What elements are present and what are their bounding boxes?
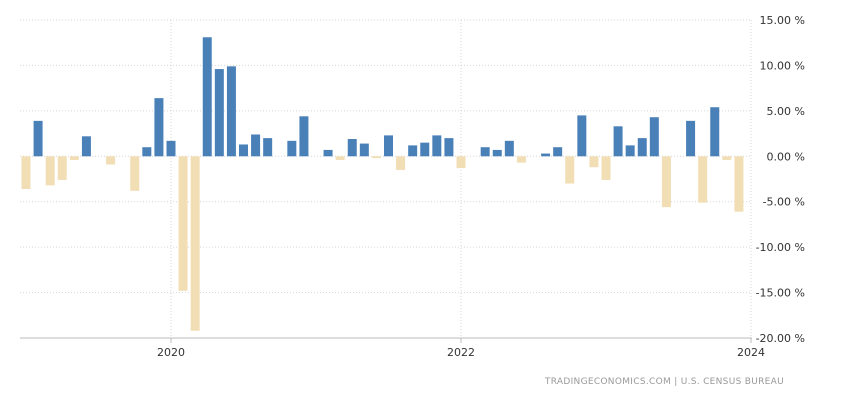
bar-2021-06 (371, 156, 381, 159)
bar-2020-03 (190, 156, 200, 331)
y-tick-label: 10.00 % (760, 59, 805, 72)
bar-2021-08 (396, 156, 406, 170)
bar-2020-08 (251, 134, 261, 157)
source-credit: TRADINGECONOMICS.COM | U.S. CENSUS BUREA… (544, 377, 784, 387)
bar-2021-04 (347, 139, 357, 157)
bar-2023-12 (734, 156, 744, 212)
bar-2020-05 (214, 69, 224, 157)
bar-2019-01 (21, 156, 31, 189)
x-tick-label: 2022 (447, 346, 475, 359)
bar-2023-09 (698, 156, 708, 203)
y-tick-label: -5.00 % (763, 196, 805, 209)
x-tick-label: 2024 (737, 346, 765, 359)
bar-2022-12 (589, 156, 599, 168)
y-axis: 15.00 % 10.00 % 5.00 % 0.00 % -5.00 % -10.00 … (756, 14, 805, 345)
bar-2023-05 (649, 117, 659, 157)
bar-2022-09 (553, 147, 563, 157)
bar-2021-10 (420, 142, 430, 157)
bar-2020-06 (226, 66, 236, 157)
y-tick-label: 15.00 % (760, 14, 805, 27)
bar-2019-11 (142, 147, 152, 157)
y-tick-label: -20.00 % (756, 332, 805, 345)
bar-2020-01 (166, 140, 176, 157)
bar-2021-02 (323, 149, 333, 157)
bar-2023-02 (613, 126, 623, 157)
bar-2023-06 (661, 156, 671, 208)
bar-2023-04 (637, 138, 647, 157)
bar-2019-10 (130, 156, 140, 191)
bar-2022-08 (541, 153, 551, 157)
bar-2020-04 (202, 37, 212, 157)
bar-2022-06 (516, 156, 526, 163)
y-tick-label: 0.00 % (767, 150, 805, 163)
bar-2019-05 (69, 156, 79, 160)
y-tick-label: -15.00 % (756, 287, 805, 300)
bar-2020-09 (263, 138, 273, 157)
bar-2019-04 (57, 156, 67, 180)
bar-2019-06 (81, 136, 91, 157)
bar-2019-12 (154, 98, 164, 157)
y-tick-label: -10.00 % (756, 241, 805, 254)
bar-2023-08 (686, 120, 696, 157)
bar-2019-02 (33, 120, 43, 157)
bar-2020-02 (178, 156, 188, 291)
y-tick-label: 5.00 % (767, 105, 805, 118)
bar-2022-05 (504, 140, 514, 157)
bar-2021-09 (408, 145, 418, 157)
bar-2023-11 (722, 156, 732, 160)
bar-2022-10 (565, 156, 575, 184)
bar-2022-11 (577, 115, 587, 157)
bar-2021-12 (444, 138, 454, 157)
bar-2022-01 (456, 156, 466, 169)
bar-2022-03 (480, 147, 490, 157)
bar-2020-12 (299, 116, 309, 157)
bar-2021-07 (384, 135, 393, 157)
bar-2021-03 (335, 156, 345, 160)
bar-2022-04 (492, 149, 502, 157)
bar-2020-11 (287, 140, 297, 157)
bar-2020-07 (239, 144, 248, 157)
bars (21, 37, 744, 331)
bar-2023-10 (710, 107, 720, 157)
bar-2021-11 (432, 135, 442, 157)
grid (20, 19, 752, 339)
x-tick-label: 2020 (157, 346, 185, 359)
bar-2021-05 (359, 143, 369, 157)
bar-2023-01 (601, 156, 611, 180)
bar-2019-03 (45, 156, 55, 186)
bar-2023-03 (625, 145, 635, 157)
x-axis: 2020 2022 2024 (20, 337, 765, 359)
bar-2019-08 (106, 156, 116, 165)
